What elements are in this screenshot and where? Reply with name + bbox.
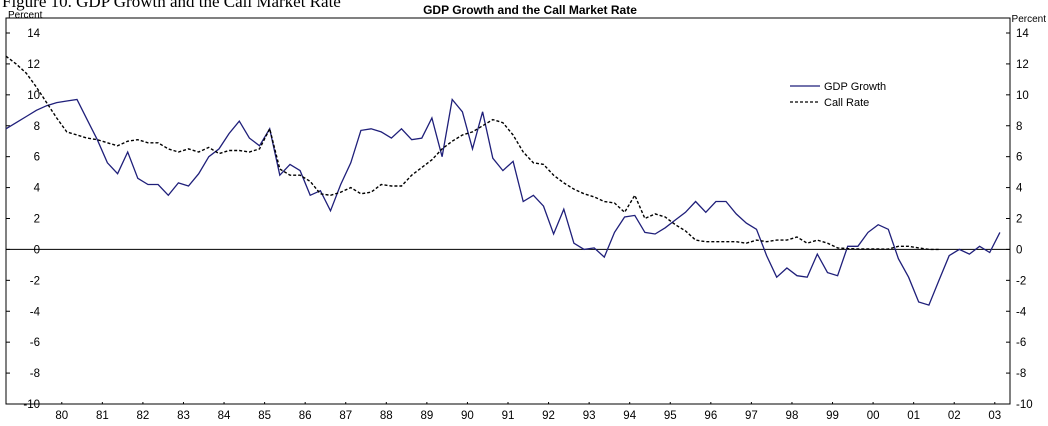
series-line: [5, 98, 1001, 306]
y-tick-label: -6: [30, 337, 40, 349]
y-tick-label: 10: [27, 90, 40, 102]
legend-label: Call Rate: [824, 97, 869, 109]
y-tick-label: 0: [34, 244, 40, 256]
x-tick-label: 97: [745, 410, 758, 422]
x-tick-label: 86: [299, 410, 312, 422]
legend-label: GDP Growth: [824, 81, 886, 93]
x-tick-label: 02: [948, 410, 961, 422]
y2-tick-label: 8: [1016, 121, 1022, 133]
y2-tick-label: 12: [1016, 59, 1029, 71]
series-line: [5, 55, 939, 251]
y-tick-label: 14: [27, 28, 40, 40]
x-tick-label: 01: [907, 410, 920, 422]
x-tick-label: 85: [258, 410, 271, 422]
x-tick-label: 03: [988, 410, 1001, 422]
y2-tick-label: -4: [1016, 306, 1027, 318]
y-tick-label: -2: [30, 275, 40, 287]
x-tick-label: 90: [461, 410, 474, 422]
x-tick-label: 89: [420, 410, 433, 422]
x-tick-label: 92: [542, 410, 555, 422]
x-tick-label: 83: [177, 410, 190, 422]
x-tick-label: 81: [96, 410, 109, 422]
y-tick-label: 4: [34, 183, 41, 195]
x-tick-label: 93: [583, 410, 596, 422]
plot-frame: [5, 17, 1011, 405]
y-tick-label: -4: [30, 306, 41, 318]
x-tick-label: 91: [502, 410, 515, 422]
y-tick-label: 2: [34, 214, 40, 226]
x-tick-label: 94: [623, 410, 636, 422]
chart-title: GDP Growth and the Call Market Rate: [423, 3, 637, 17]
y2-tick-label: -10: [1016, 399, 1033, 411]
x-tick-label: 87: [339, 410, 352, 422]
x-tick-label: 98: [786, 410, 799, 422]
x-tick-label: 95: [664, 410, 677, 422]
y2-tick-label: -2: [1016, 275, 1026, 287]
figure-caption: Figure 10. GDP Growth and the Call Marke…: [2, 0, 341, 11]
y-tick-label: -10: [23, 399, 40, 411]
y-tick-label: 6: [34, 152, 40, 164]
x-tick-label: 00: [867, 410, 880, 422]
y2-tick-label: 2: [1016, 214, 1022, 226]
x-tick-label: 82: [137, 410, 150, 422]
y-tick-label: 8: [34, 121, 40, 133]
y-tick-label: -8: [30, 368, 40, 380]
y2-tick-label: 6: [1016, 152, 1022, 164]
x-tick-label: 80: [55, 410, 68, 422]
x-tick-label: 88: [380, 410, 393, 422]
y-tick-label: 12: [27, 59, 40, 71]
y2-tick-label: -6: [1016, 337, 1026, 349]
y2-tick-label: -8: [1016, 368, 1026, 380]
y2-axis-label: Percent: [1012, 14, 1047, 25]
y2-tick-label: 0: [1016, 244, 1022, 256]
x-tick-label: 96: [704, 410, 717, 422]
y2-tick-label: 4: [1016, 183, 1023, 195]
y-axis-label: Percent: [8, 10, 43, 21]
x-tick-label: 84: [218, 410, 231, 422]
y2-tick-label: 10: [1016, 90, 1029, 102]
x-tick-label: 99: [826, 410, 839, 422]
y2-tick-label: 14: [1016, 28, 1029, 40]
